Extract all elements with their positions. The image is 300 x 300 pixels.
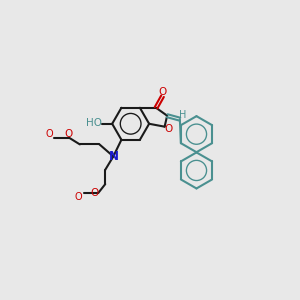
Text: O: O (164, 124, 173, 134)
Text: N: N (109, 150, 118, 163)
Text: H: H (179, 110, 187, 121)
Text: O: O (45, 129, 53, 139)
Text: O: O (159, 87, 167, 97)
Text: O: O (65, 129, 73, 139)
Text: O: O (74, 192, 82, 202)
Text: HO: HO (86, 118, 102, 128)
Text: O: O (90, 188, 98, 198)
